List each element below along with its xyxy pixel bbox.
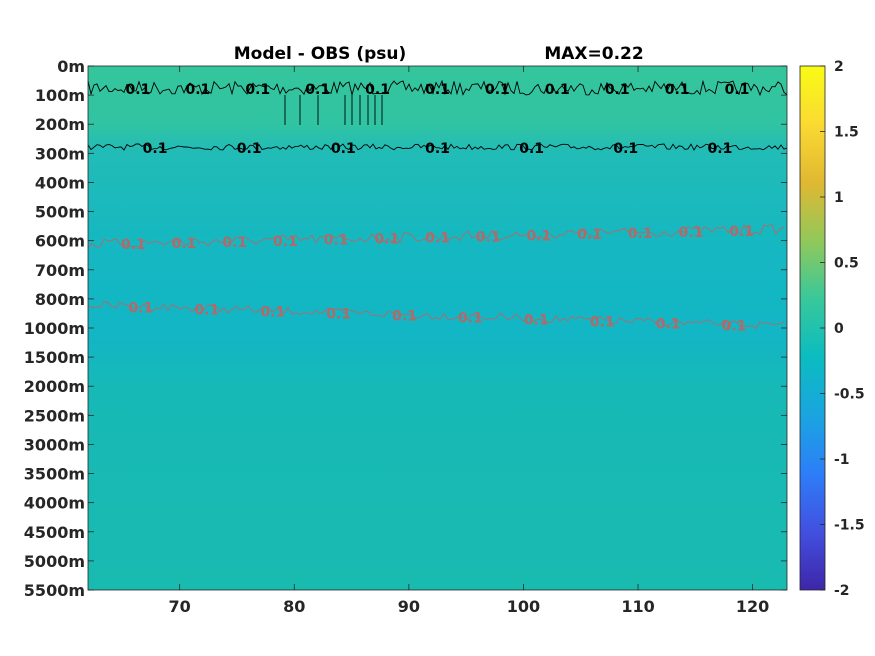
y-tick-label: 500m [35, 203, 85, 222]
contour-label: 0.1 [260, 305, 285, 321]
y-tick-label: 3000m [24, 435, 85, 454]
y-tick-label: 2000m [24, 377, 85, 396]
y-tick-label: 400m [35, 173, 85, 192]
contour-label: 0.1 [194, 303, 219, 319]
colorbar-tick-label: 0.5 [834, 256, 859, 272]
contour-label: 0.1 [185, 82, 210, 98]
colorbar-axis: 2 1.5 1 0.5 0 -0.5 -1 -1.5 -2 [820, 59, 865, 599]
contour-label: 0.1 [485, 82, 510, 98]
chart-title: Model - OBS (psu) [234, 44, 407, 64]
contour-label: 0.1 [365, 82, 390, 98]
contour-label: 0.1 [458, 310, 483, 326]
colorbar-tick-label: -2 [834, 583, 850, 599]
y-tick-label: 5500m [24, 581, 85, 600]
contour-label: 0.1 [172, 236, 197, 252]
y-tick-label: 700m [35, 261, 85, 280]
contour-label: 0.1 [476, 229, 501, 245]
y-axis: 0m 100m 200m 300m 400m 500m 600m 700m 800m 1000m 1… [24, 57, 787, 600]
contour-line [87, 79, 788, 97]
contour-label: 0.1 [331, 141, 356, 157]
x-axis: 70 80 90 100 110 120 [169, 66, 769, 616]
contour-label: 0.1 [628, 226, 653, 242]
y-tick-label: 300m [35, 144, 85, 163]
contour-line [87, 224, 785, 248]
contour-label: 0.1 [545, 82, 570, 98]
colorbar-tick-label: 1 [834, 190, 844, 206]
contour-label: 0.1 [708, 141, 733, 157]
y-tick-label: 100m [35, 86, 85, 105]
y-tick-label: 4500m [24, 523, 85, 542]
y-tick-label: 200m [35, 115, 85, 134]
contour-label: 0.1 [126, 82, 151, 98]
contour-label: 0.1 [143, 141, 168, 157]
colorbar-tick-label: 0 [834, 321, 844, 337]
contour-label: 0.1 [425, 231, 450, 247]
y-tick-label: 5000m [24, 552, 85, 571]
colorbar-tick-label: -1 [834, 452, 850, 468]
y-tick-label: 600m [35, 232, 85, 251]
colorbar-tick-label: -1.5 [834, 518, 865, 534]
y-tick-label: 2500m [24, 406, 85, 425]
colorbar-tick-label: 1.5 [834, 125, 859, 141]
contour-label: 0.1 [519, 141, 544, 157]
contour-label: 0.1 [526, 228, 551, 244]
colorbar-tick-label: 2 [834, 59, 844, 75]
contour-label: 0.1 [722, 318, 747, 334]
contour-label: 0.1 [273, 234, 298, 250]
y-tick-label: 4000m [24, 494, 85, 513]
y-tick-label: 1000m [24, 319, 85, 338]
x-tick-label: 80 [283, 597, 305, 616]
y-tick-label: 800m [35, 290, 85, 309]
contour-label: 0.1 [326, 307, 351, 323]
y-tick-label: 3500m [24, 465, 85, 484]
contour-label: 0.1 [324, 233, 349, 249]
contour-label: 0.1 [245, 82, 270, 98]
contour-label: 0.1 [305, 82, 330, 98]
contour-label: 0.1 [590, 314, 615, 330]
y-tick-label: 0m [57, 57, 85, 76]
contour-label: 0.1 [729, 224, 754, 240]
contour-line [87, 301, 785, 330]
contour-label: 0.1 [425, 82, 450, 98]
contour-label: 0.1 [656, 316, 681, 332]
contour-label: 0.1 [577, 227, 602, 243]
contour-label: 0.1 [725, 82, 750, 98]
x-tick-label: 70 [169, 597, 191, 616]
y-tick-label: 1500m [24, 348, 85, 367]
contour-label: 0.1 [222, 235, 247, 251]
chart-subtitle: MAX=0.22 [544, 44, 643, 64]
contour-label: 0.1 [425, 141, 450, 157]
x-tick-label: 120 [736, 597, 769, 616]
contour-label: 0.1 [129, 301, 154, 317]
contour-label: 0.1 [605, 82, 630, 98]
contour-label: 0.1 [524, 312, 549, 328]
contour-line [87, 143, 788, 151]
contour-label: 0.1 [374, 232, 399, 248]
x-tick-label: 90 [398, 597, 420, 616]
x-tick-label: 110 [621, 597, 654, 616]
contour-label: 0.1 [121, 237, 146, 253]
contour-layer: 0.1 0.1 0.1 0.1 0.1 0.1 0.1 0.1 0.1 0.1 0.1 0.1 0.1 0… [87, 79, 788, 334]
x-tick-label: 100 [507, 597, 540, 616]
contour-label: 0.1 [392, 309, 417, 325]
contour-label: 0.1 [237, 141, 262, 157]
colorbar-tick-label: -0.5 [834, 387, 865, 403]
heatmap-field [88, 66, 787, 590]
contour-label: 0.1 [679, 225, 704, 241]
contour-label: 0.1 [665, 82, 690, 98]
contour-label: 0.1 [613, 141, 638, 157]
